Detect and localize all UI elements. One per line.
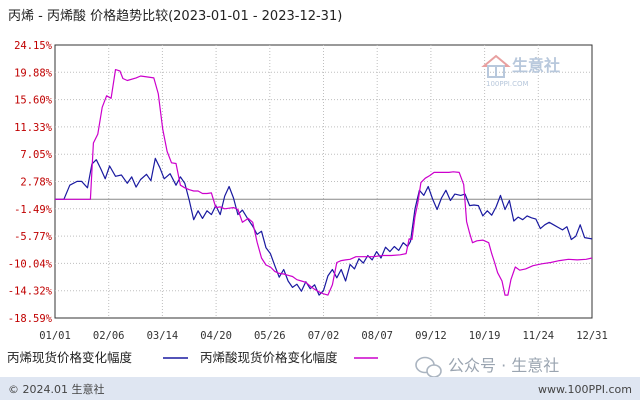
y-tick-label: 2.78% (20, 177, 52, 189)
watermark-wechat-text: 公众号 · 生意社 (448, 356, 559, 375)
watermark-url: 100PPI.COM (486, 80, 529, 88)
y-tick-label: -14.32% (8, 286, 53, 298)
x-tick-label: 02/06 (93, 330, 125, 342)
y-tick-label: -18.59% (8, 313, 53, 325)
legend-label-series-1: 丙烯现货价格变化幅度 (7, 350, 133, 365)
wechat-icon (415, 356, 442, 378)
y-tick-label: -1.49% (14, 204, 53, 216)
watermark-wechat: 公众号 · 生意社 (415, 356, 559, 378)
x-tick-label: 08/07 (361, 330, 393, 342)
watermark-brand: 生意社 (512, 56, 560, 75)
legend: 丙烯现货价格变化幅度 丙烯酸现货价格变化幅度 (7, 350, 378, 365)
series-line-2 (55, 68, 593, 296)
y-axis-ticks: 24.15% 19.88% 15.60% 11.33% 7.05% 2.78% -1.49%… (8, 40, 53, 325)
y-tick-label: 11.33% (14, 122, 53, 134)
chart-title: 丙烯 - 丙烯酸 价格趋势比较(2023-01-01 - 2023-12-31) (8, 8, 342, 24)
y-tick-label: 7.05% (20, 149, 52, 161)
footer-url: www.100PPI.com (538, 383, 632, 396)
y-tick-label: 24.15% (14, 40, 53, 52)
series-layer (55, 68, 593, 296)
footer-copyright: © 2024.01 生意社 (8, 382, 104, 396)
x-tick-label: 05/26 (254, 330, 286, 342)
series-line-1 (55, 157, 593, 296)
footer-bar (0, 377, 640, 400)
x-tick-label: 04/20 (200, 330, 232, 342)
x-tick-label: 03/14 (147, 330, 179, 342)
x-tick-label: 12/31 (576, 330, 608, 342)
legend-label-series-2: 丙烯酸现货价格变化幅度 (200, 350, 338, 365)
watermark-logo-top: 生意社 100PPI.COM (481, 54, 560, 88)
grid-layer (55, 45, 592, 318)
x-tick-label: 09/12 (415, 330, 447, 342)
x-tick-label: 07/02 (308, 330, 340, 342)
x-tick-label: 10/19 (469, 330, 501, 342)
house-logo-icon (481, 54, 511, 78)
y-tick-label: -5.77% (14, 231, 53, 243)
x-tick-label: 01/01 (39, 330, 71, 342)
y-tick-label: -10.04% (8, 258, 53, 270)
x-tick-label: 11/24 (522, 330, 554, 342)
y-tick-label: 15.60% (14, 95, 53, 107)
x-axis-ticks: 01/01 02/06 03/14 04/20 05/26 07/02 08/07 09/12… (39, 330, 608, 342)
y-tick-label: 19.88% (14, 67, 53, 79)
